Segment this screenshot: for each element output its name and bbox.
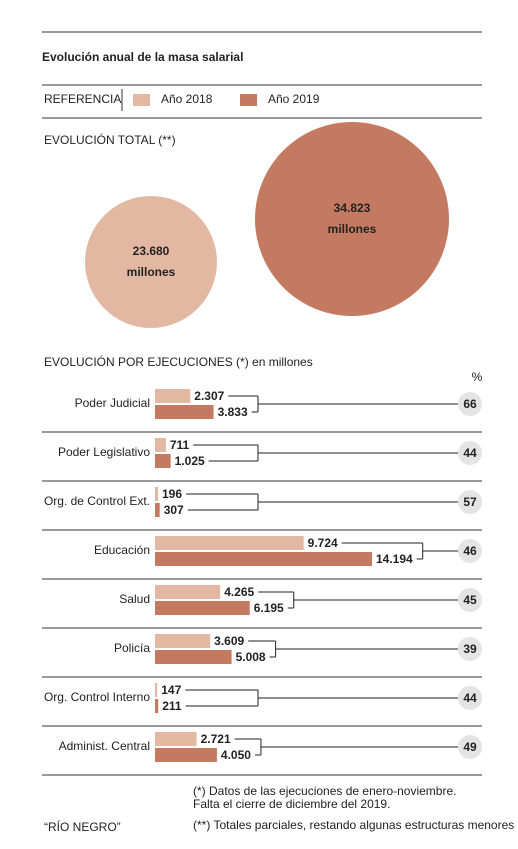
pct-circle [458, 392, 482, 416]
category-label: Salud [119, 592, 150, 606]
pct-circle [458, 637, 482, 661]
bar-value: 711 [170, 438, 190, 452]
bar [155, 487, 158, 501]
pct-circle [458, 539, 482, 563]
bar [155, 405, 214, 419]
bar [155, 389, 191, 403]
section-title: EVOLUCIÓN POR EJECUCIONES (*) en millone… [44, 354, 313, 369]
bar [155, 748, 217, 762]
bar-value: 3.833 [218, 405, 248, 419]
bar [155, 536, 304, 550]
page-title: Evolución anual de la masa salarial [42, 50, 243, 64]
bar [155, 650, 232, 664]
bar [155, 552, 372, 566]
pct-value: 57 [463, 495, 477, 509]
bar-value: 2.721 [201, 732, 231, 746]
footnote: (*) Datos de las ejecuciones de enero-no… [193, 784, 456, 798]
total-circle [255, 122, 449, 316]
pct-value: 45 [463, 593, 477, 607]
bar [155, 699, 159, 713]
bar-value: 1.025 [175, 454, 205, 468]
bar-value: 9.724 [308, 536, 338, 550]
pct-value: 39 [463, 642, 477, 656]
bar [155, 585, 221, 599]
pct-circle [458, 588, 482, 612]
bar-value: 3.609 [214, 634, 244, 648]
category-label: Poder Legislativo [58, 445, 150, 459]
bar [155, 438, 166, 452]
bar [155, 634, 211, 648]
legend-swatch [240, 94, 257, 106]
category-label: Org. de Control Ext. [44, 494, 150, 508]
bar-value: 196 [162, 487, 182, 501]
category-label: Poder Judicial [75, 396, 150, 410]
bar-value: 6.195 [254, 601, 284, 615]
bar-value: 211 [162, 699, 182, 713]
pct-circle [458, 735, 482, 759]
bar [155, 683, 158, 697]
pct-value: 44 [463, 691, 477, 705]
pct-value: 46 [463, 544, 477, 558]
source: “RÍO NEGRO” [44, 819, 121, 834]
bar [155, 454, 171, 468]
pct-value: 49 [463, 740, 477, 754]
legend-swatch [133, 94, 150, 106]
pct-value: 66 [463, 397, 477, 411]
bar-value: 2.307 [194, 389, 224, 403]
pct-circle [458, 490, 482, 514]
category-label: Policía [114, 641, 150, 655]
total-circle [85, 196, 217, 328]
total-value: 23.680 [133, 244, 170, 258]
bar-value: 5.008 [236, 650, 266, 664]
legend-label: Año 2018 [161, 92, 213, 106]
category-label: Administ. Central [59, 739, 150, 753]
bar-value: 14.194 [376, 552, 413, 566]
bar-value: 307 [164, 503, 184, 517]
pct-title: % [472, 370, 483, 384]
legend-label: Año 2019 [268, 92, 320, 106]
bar [155, 601, 250, 615]
bar [155, 503, 160, 517]
footnote: Falta el cierre de diciembre del 2019. [193, 797, 390, 811]
section-title: EVOLUCIÓN TOTAL (**) [44, 132, 176, 147]
category-label: Educación [94, 543, 150, 557]
legend-title: REFERENCIA [44, 92, 121, 106]
bar-value: 147 [161, 683, 181, 697]
pct-value: 44 [463, 446, 477, 460]
bar-value: 4.050 [221, 748, 251, 762]
bar [155, 732, 197, 746]
footnote: (**) Totales parciales, restando algunas… [193, 818, 514, 832]
total-unit: millones [328, 222, 377, 236]
total-unit: millones [127, 265, 176, 279]
category-label: Org. Control Interno [44, 690, 150, 704]
total-value: 34.823 [334, 201, 371, 215]
bar-value: 4.265 [224, 585, 254, 599]
pct-circle [458, 686, 482, 710]
pct-circle [458, 441, 482, 465]
